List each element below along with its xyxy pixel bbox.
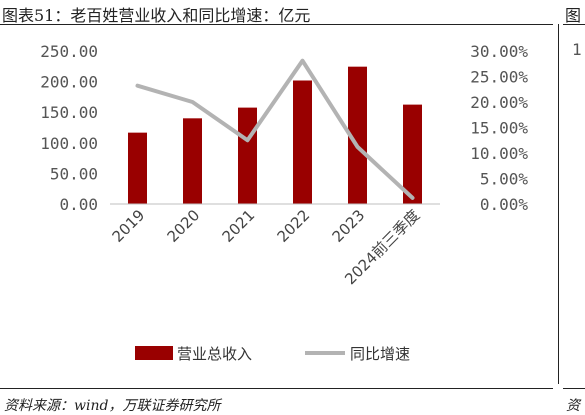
right-tick-label: 15.00% bbox=[470, 119, 528, 138]
source-rule bbox=[0, 388, 553, 389]
left-axis-ticks: 0.00 50.00 100.00 150.00 200.00 250.00 bbox=[40, 42, 98, 214]
source-note: 资料来源：wind，万联证券研究所 bbox=[4, 398, 221, 414]
left-tick-label: 200.00 bbox=[40, 73, 98, 92]
adjacent-title-rule bbox=[563, 24, 585, 25]
figure-title: 图表51：老百姓营业收入和同比增速：亿元 bbox=[2, 6, 311, 25]
bar-2020 bbox=[183, 118, 202, 204]
bar-2022 bbox=[293, 80, 312, 204]
right-tick-label: 5.00% bbox=[480, 170, 529, 189]
x-tick-label: 2022 bbox=[274, 206, 314, 246]
adjacent-source-note: 资 bbox=[566, 398, 580, 414]
bar-2024前三季度 bbox=[403, 104, 422, 204]
right-tick-label: 20.00% bbox=[470, 93, 528, 112]
revenue-growth-chart: 0.00 50.00 100.00 150.00 200.00 250.00 0.00% 5… bbox=[40, 42, 528, 363]
legend: 营业总收入 同比增速 bbox=[135, 345, 410, 363]
bar-2021 bbox=[238, 107, 257, 204]
adjacent-axis-tick: 1 bbox=[572, 40, 582, 59]
right-axis-ticks: 0.00% 5.00% 10.00% 15.00% 20.00% 25.00% 30.00% bbox=[470, 42, 528, 214]
bar-2019 bbox=[128, 132, 147, 204]
left-tick-label: 150.00 bbox=[40, 103, 98, 122]
left-tick-label: 250.00 bbox=[40, 42, 98, 61]
left-tick-label: 100.00 bbox=[40, 134, 98, 153]
legend-bar-label: 营业总收入 bbox=[177, 345, 252, 363]
left-tick-label: 50.00 bbox=[50, 164, 98, 183]
adjacent-figure-title: 图 bbox=[565, 6, 582, 25]
growth-line bbox=[135, 58, 415, 200]
adjacent-source-rule bbox=[563, 388, 585, 389]
x-tick-label: 2021 bbox=[219, 206, 259, 246]
right-tick-label: 0.00% bbox=[480, 195, 529, 214]
right-tick-label: 30.00% bbox=[470, 42, 528, 61]
legend-line-label: 同比增速 bbox=[350, 345, 410, 363]
x-tick-label: 2023 bbox=[329, 206, 369, 246]
left-tick-label: 0.00 bbox=[59, 195, 98, 214]
panel-divider bbox=[558, 24, 559, 384]
legend-bar-swatch bbox=[135, 346, 173, 360]
x-tick-label: 2019 bbox=[109, 206, 149, 246]
title-rule bbox=[0, 24, 553, 25]
right-tick-label: 25.00% bbox=[470, 68, 528, 87]
bar-series bbox=[128, 66, 422, 204]
x-tick-label: 2020 bbox=[164, 206, 204, 246]
bar-2023 bbox=[348, 66, 367, 204]
right-tick-label: 10.00% bbox=[470, 144, 528, 163]
